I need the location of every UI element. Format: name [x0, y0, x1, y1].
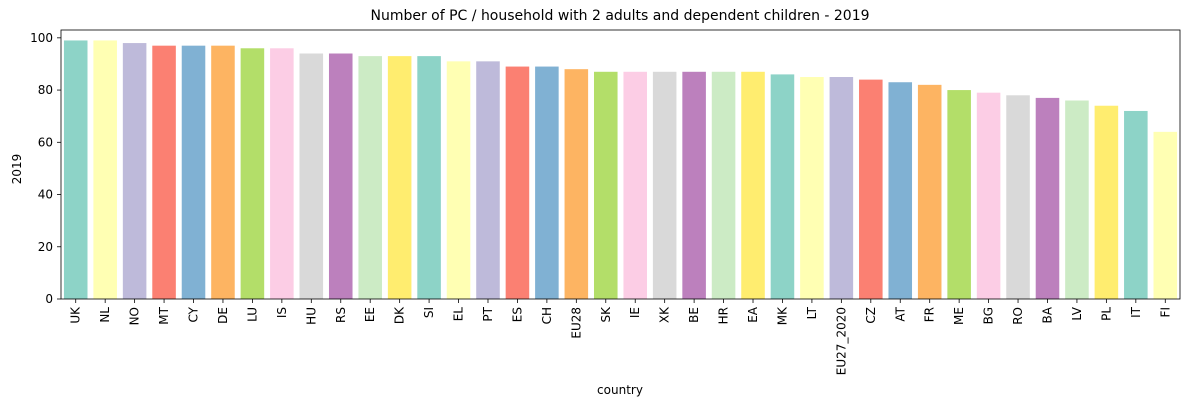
bar-eu28	[564, 69, 589, 299]
bar-mt	[152, 45, 176, 299]
x-tick-label: BE	[687, 307, 701, 323]
x-tick-label: SI	[422, 307, 436, 318]
x-tick-label: NO	[128, 307, 142, 325]
y-axis-title: 2019	[10, 154, 24, 185]
bar-lv	[1065, 100, 1089, 300]
bar-at	[888, 82, 913, 300]
x-tick-label: LU	[245, 307, 259, 322]
bar-pl	[1094, 105, 1119, 300]
bar-fr	[917, 84, 942, 299]
bar-ch	[535, 66, 559, 299]
bar-fi	[1153, 131, 1178, 299]
bar-el	[446, 61, 471, 299]
bar-it	[1124, 110, 1148, 299]
x-tick-label: MT	[157, 306, 171, 324]
bar-de	[211, 45, 235, 299]
x-tick-label: NL	[98, 307, 112, 323]
bar-hu	[299, 53, 324, 300]
bar-pt	[476, 61, 500, 299]
y-tick-label: 20	[38, 240, 53, 254]
bars-group	[63, 40, 1178, 300]
bar-eu27_2020	[829, 77, 854, 300]
x-tick-label: RS	[334, 307, 348, 323]
x-tick-label: XK	[658, 306, 672, 323]
x-tick-label: FI	[1158, 307, 1172, 317]
bar-uk	[63, 40, 88, 300]
x-tick-label: EU28	[569, 307, 583, 339]
bar-si	[417, 56, 441, 300]
bar-ro	[1006, 95, 1030, 299]
y-tick-label: 60	[38, 135, 53, 149]
x-tick-label: HU	[304, 307, 318, 325]
x-tick-label: RO	[1011, 307, 1025, 325]
bar-ea	[741, 71, 765, 299]
bar-me	[947, 90, 971, 299]
x-tick-label: EE	[363, 307, 377, 322]
x-tick-label: PT	[481, 306, 495, 321]
bar-rs	[328, 53, 353, 300]
bar-lu	[240, 48, 265, 299]
x-tick-label: BG	[982, 307, 996, 324]
bar-ee	[358, 56, 382, 300]
bar-cy	[181, 45, 206, 299]
x-tick-label: DE	[216, 307, 230, 324]
x-tick-label: UK	[69, 306, 83, 324]
x-tick-label: AT	[893, 306, 907, 321]
x-tick-label: CY	[187, 306, 201, 322]
bar-is	[270, 48, 294, 299]
x-tick-label: PL	[1099, 307, 1113, 321]
y-tick-label: 100	[30, 31, 53, 45]
x-tick-label: CZ	[864, 307, 878, 324]
x-tick-label: ES	[510, 307, 524, 322]
y-tick-label: 80	[38, 83, 53, 97]
x-axis-title: country	[597, 383, 643, 397]
bar-no	[122, 43, 147, 299]
bar-ba	[1035, 97, 1060, 299]
x-tick-label: IT	[1129, 306, 1143, 318]
x-tick-label: BA	[1040, 306, 1054, 323]
x-tick-label: EL	[452, 307, 466, 322]
x-tick-label: DK	[393, 306, 407, 324]
bar-sk	[593, 71, 618, 299]
x-tick-label: CH	[540, 307, 554, 324]
bar-be	[682, 71, 706, 299]
bar-dk	[387, 56, 412, 300]
bar-xk	[652, 71, 677, 299]
x-tick-label: SK	[599, 306, 613, 323]
x-tick-label: LV	[1070, 306, 1084, 320]
bar-nl	[93, 40, 117, 300]
bar-ie	[623, 71, 648, 299]
bar-lt	[800, 77, 824, 300]
y-tick-label: 40	[38, 188, 53, 202]
x-tick-label: MK	[775, 306, 789, 325]
x-tick-label: FR	[923, 307, 937, 322]
x-tick-label: EA	[746, 306, 760, 323]
x-tick-label: IE	[628, 307, 642, 318]
bar-cz	[859, 79, 883, 299]
x-tick-label: HR	[717, 307, 731, 324]
chart-title: Number of PC / household with 2 adults a…	[370, 8, 869, 24]
bar-bg	[976, 92, 1001, 299]
bar-es	[505, 66, 530, 299]
y-tick-label: 0	[45, 292, 53, 306]
x-tick-label: LT	[805, 306, 819, 319]
bar-hr	[711, 71, 736, 299]
bar-mk	[770, 74, 795, 299]
x-tick-label: IS	[275, 307, 289, 318]
x-axis: UK NL NO MT CY DE LU IS HU RS EE DK SI EL PT ES CH EU28 SK…	[69, 299, 1172, 375]
plot-frame	[60, 29, 1181, 300]
x-tick-label: EU27_2020	[834, 307, 848, 375]
y-axis: 0 20 40 60 80 100	[30, 31, 61, 306]
x-tick-label: ME	[952, 307, 966, 325]
